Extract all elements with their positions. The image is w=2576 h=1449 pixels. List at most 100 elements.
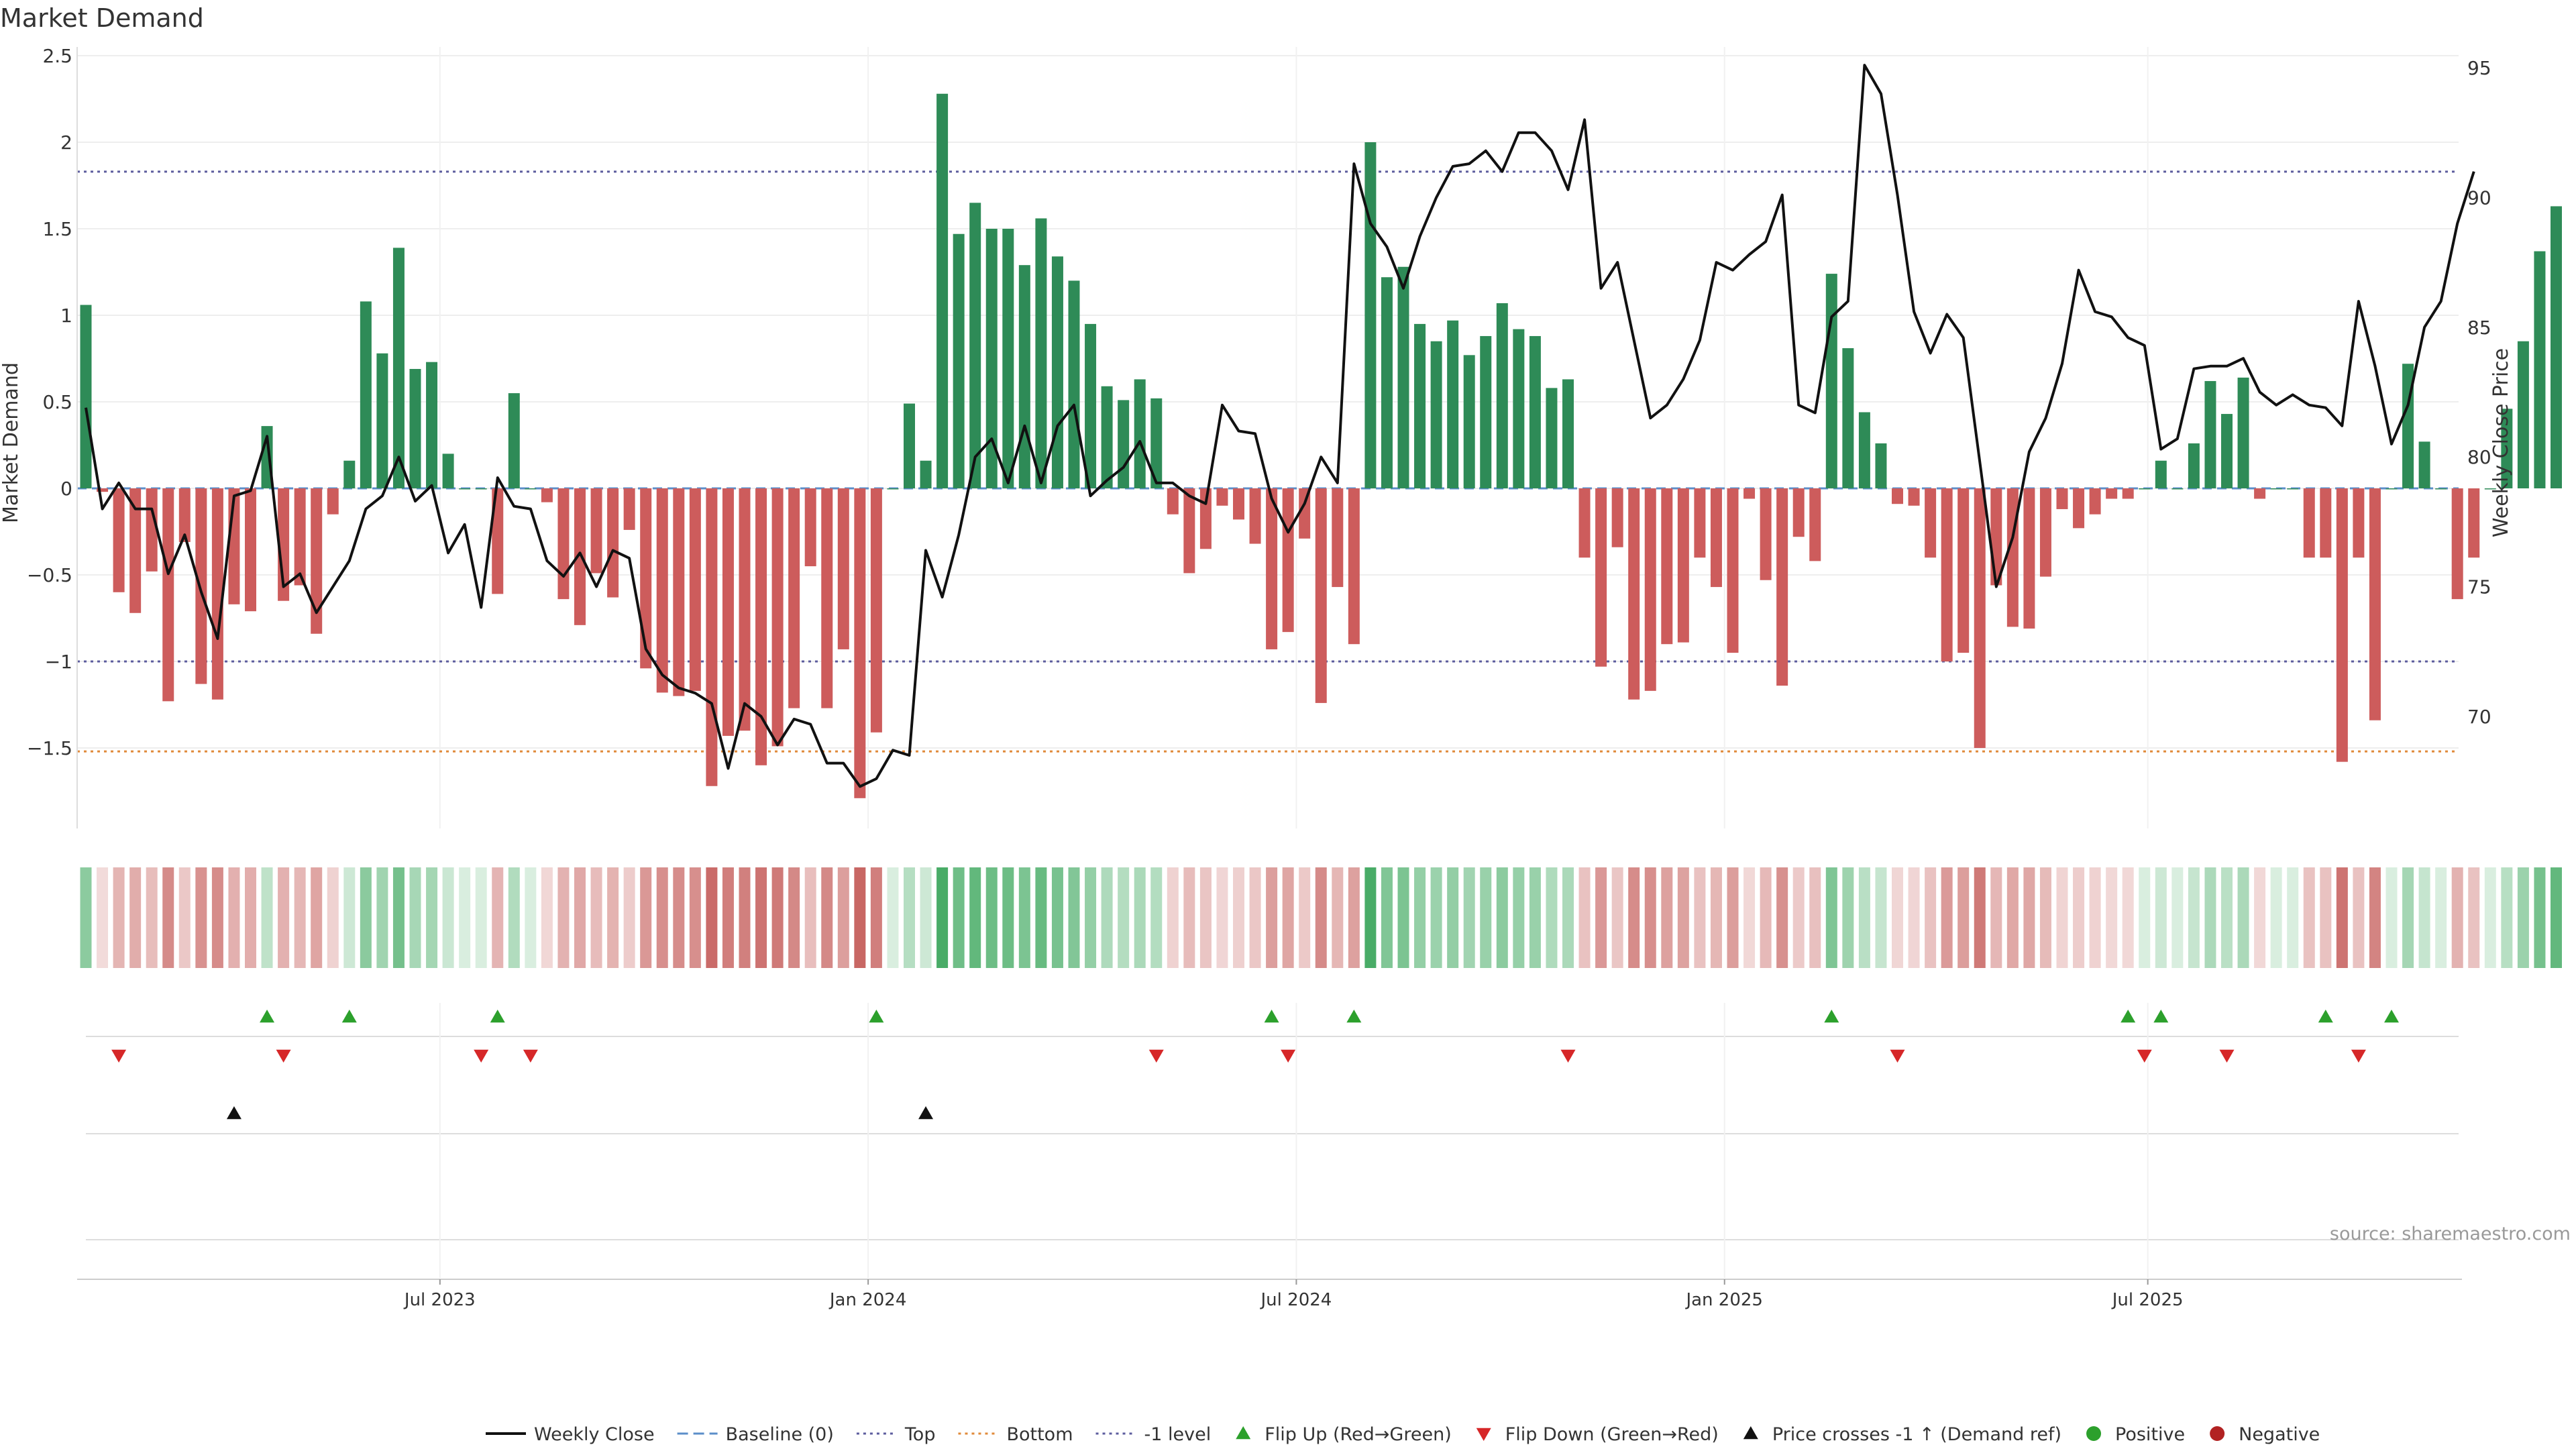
heat-cell [1480, 867, 1492, 968]
demand-bar [2188, 443, 2200, 488]
heat-cell [1974, 867, 1986, 968]
demand-bar [607, 488, 619, 598]
chart-title: Market Demand [0, 3, 204, 33]
demand-bar [1760, 488, 1772, 580]
demand-bar [1858, 412, 1870, 488]
demand-bar [1513, 329, 1525, 488]
heat-cell [311, 867, 323, 968]
heat-cell [1529, 867, 1541, 968]
heat-cell [162, 867, 174, 968]
demand-bar [2237, 377, 2249, 488]
heat-cell [1364, 867, 1377, 968]
demand-bar [706, 488, 718, 786]
legend-item: Positive [2086, 1424, 2185, 1445]
legend-label: Positive [2115, 1424, 2185, 1445]
demand-bar [1381, 277, 1393, 488]
heat-cell [689, 867, 701, 968]
x-tick-label: Jul 2023 [403, 1290, 476, 1310]
demand-bar [1743, 488, 1756, 499]
demand-bar [1892, 488, 1903, 504]
heat-cell [2303, 867, 2315, 968]
flip-up-marker [1824, 1010, 1839, 1023]
demand-bar [162, 488, 174, 702]
legend-item: Weekly Close [486, 1424, 655, 1445]
demand-bar [113, 488, 125, 592]
heat-cell [1578, 867, 1591, 968]
heat-cell [1776, 867, 1788, 968]
demand-bar [129, 488, 142, 613]
legend-swatch [1236, 1426, 1251, 1440]
demand-bar [1957, 488, 1970, 653]
heat-cell [2468, 867, 2480, 968]
heat-cell [837, 867, 849, 968]
demand-bar [854, 488, 866, 798]
heat-cell [706, 867, 718, 968]
legend-swatch [2210, 1426, 2225, 1441]
demand-bar [1710, 488, 1722, 588]
demand-bar [426, 362, 438, 488]
heat-cell [1892, 867, 1903, 968]
flip-down-marker [1890, 1049, 1905, 1063]
heat-cell [1018, 867, 1030, 968]
heat-cell [985, 867, 998, 968]
demand-bar [1562, 379, 1574, 488]
demand-bar [2369, 488, 2381, 720]
demand-bar [1167, 488, 1179, 515]
heat-cell [1611, 867, 1623, 968]
demand-bar [459, 488, 471, 490]
heat-cell [541, 867, 553, 968]
demand-bar [2303, 488, 2315, 558]
demand-bar [211, 488, 223, 700]
demand-bar [722, 488, 734, 736]
heat-cell [1661, 867, 1673, 968]
demand-bar [2023, 488, 2035, 629]
demand-bar [1694, 488, 1706, 558]
heat-cell [1051, 867, 1063, 968]
heat-cell [1842, 867, 1854, 968]
demand-bar [2039, 488, 2051, 577]
demand-bar [953, 233, 965, 488]
heat-cell [195, 867, 207, 968]
heat-cell [656, 867, 668, 968]
demand-bar [1364, 142, 1377, 488]
demand-bar [590, 488, 602, 574]
heat-cell [1562, 867, 1574, 968]
demand-bar [343, 460, 356, 488]
heat-cell [1035, 867, 1047, 968]
heat-cell [1101, 867, 1113, 968]
heat-cell [475, 867, 487, 968]
source-note: source: sharemaestro.com [2330, 1224, 2571, 1244]
heat-cell [1397, 867, 1409, 968]
heat-cell [755, 867, 767, 968]
heat-cell [574, 867, 586, 968]
demand-bar [508, 393, 520, 488]
left-tick-label: −0.5 [27, 564, 72, 586]
demand-bar [2006, 488, 2019, 627]
legend-label: Flip Up (Red→Green) [1265, 1424, 1452, 1445]
x-tick-label: Jan 2024 [828, 1290, 907, 1310]
heat-cell [1085, 867, 1097, 968]
heat-cell [1216, 867, 1228, 968]
demand-bar [557, 488, 570, 600]
demand-heat-strip [80, 867, 2562, 968]
heat-cell [623, 867, 635, 968]
heat-cell [1134, 867, 1146, 968]
x-tick-label: Jul 2025 [2111, 1290, 2184, 1310]
demand-bar [821, 488, 833, 708]
demand-bar [1299, 488, 1311, 539]
heat-cell [211, 867, 223, 968]
heat-cell [2006, 867, 2019, 968]
heat-cell [2287, 867, 2299, 968]
demand-bar [442, 453, 454, 488]
demand-bar [1332, 488, 1344, 588]
heat-cell [1266, 867, 1278, 968]
heat-cell [1908, 867, 1920, 968]
demand-bar [2139, 488, 2151, 490]
demand-bar [97, 488, 109, 492]
demand-bar [1051, 256, 1063, 488]
heat-cell [1496, 867, 1508, 968]
heat-cell [1118, 867, 1130, 968]
heat-cell [2106, 867, 2118, 968]
heat-cell [2501, 867, 2513, 968]
marker-panels [86, 1003, 2459, 1278]
